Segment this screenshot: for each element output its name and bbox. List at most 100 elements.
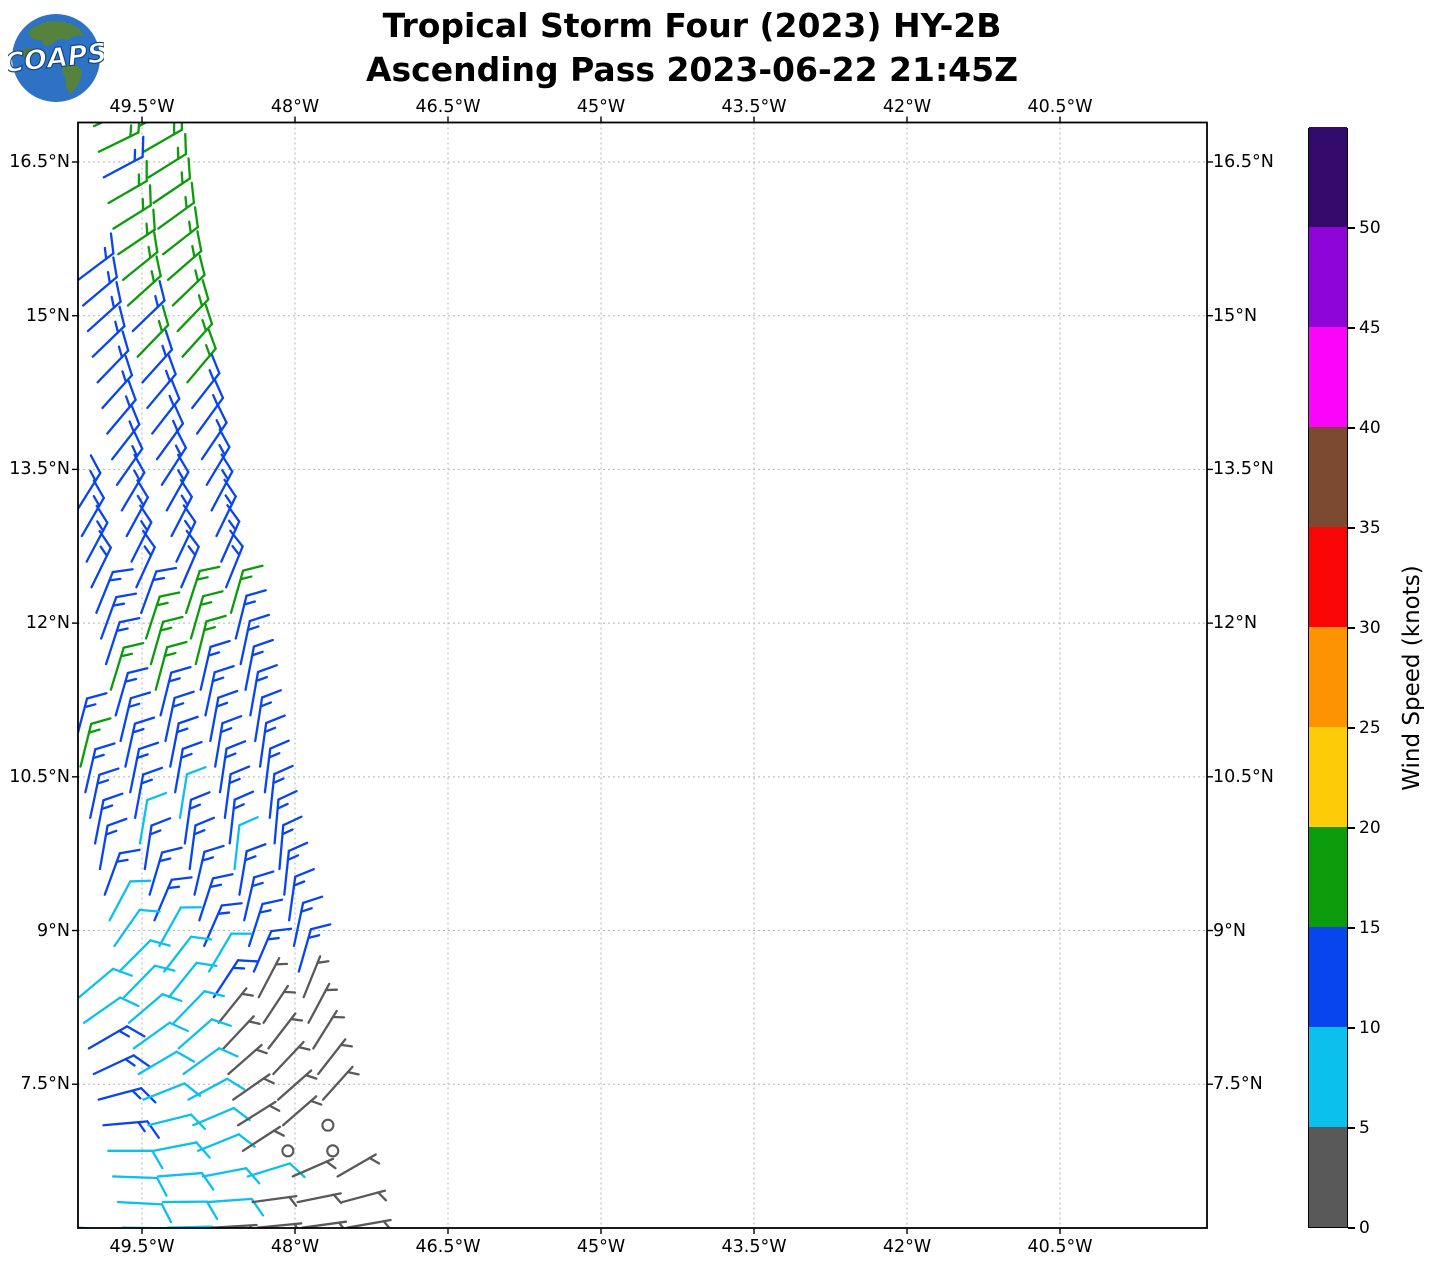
colorbar-tick — [1348, 227, 1355, 229]
wind-barb — [283, 841, 309, 896]
colorbar-tick — [1348, 827, 1355, 829]
wind-barb — [130, 504, 153, 563]
wind-barb — [92, 1054, 152, 1076]
wind-barb — [141, 329, 174, 384]
wind-barb — [143, 817, 172, 871]
colorbar-tick-label: 50 — [1359, 218, 1381, 238]
wind-barb — [116, 1200, 173, 1224]
wind-barb — [273, 789, 298, 845]
wind-barb — [87, 1025, 146, 1050]
colorbar-tick — [1348, 427, 1355, 429]
y-tick-label-right: 13.5°N — [1213, 459, 1274, 480]
wind-barb — [133, 766, 164, 819]
wind-barb — [317, 1038, 354, 1076]
wind-barb-field — [78, 122, 392, 1228]
wind-barb — [227, 1043, 268, 1076]
wind-barb — [180, 529, 200, 589]
y-tick-label-left: 16.5°N — [9, 152, 70, 172]
wind-barb — [163, 935, 213, 973]
wind-barb — [136, 304, 170, 358]
wind-barb — [148, 846, 183, 896]
wind-barb — [195, 378, 225, 435]
y-tick-label-left: 15°N — [25, 305, 70, 326]
wind-barb — [321, 1065, 360, 1101]
colorbar-tick-label: 15 — [1359, 918, 1381, 938]
wind-barb — [184, 565, 221, 615]
colorbar-tick-label: 35 — [1359, 518, 1381, 538]
wind-barb — [251, 1194, 298, 1207]
wind-barb — [89, 767, 120, 819]
wind-barb — [138, 791, 168, 845]
wind-barb — [119, 691, 152, 743]
wind-barb — [241, 1125, 285, 1152]
wind-barb — [93, 792, 124, 845]
colorbar-tick-label: 45 — [1359, 318, 1381, 338]
colorbar-segment-35-40 — [1309, 427, 1347, 527]
wind-barb — [193, 844, 225, 896]
wind-barb — [236, 1100, 281, 1127]
wind-barb — [181, 303, 214, 358]
wind-barb — [307, 982, 339, 1024]
wind-barb — [108, 879, 152, 922]
wind-barb — [103, 848, 141, 896]
colorbar-axis-label: Wind Speed (knots) — [1399, 565, 1425, 791]
wind-barb — [177, 1018, 232, 1050]
wind-barb — [302, 955, 330, 999]
wind-barb — [281, 1095, 323, 1127]
x-tick-label-bottom: 42°W — [882, 1237, 932, 1257]
colorbar-tick-label: 5 — [1359, 1118, 1370, 1138]
wind-barb — [217, 987, 254, 1024]
frame-ticks — [72, 116, 1213, 1234]
colorbar-segment-0-5 — [1309, 1127, 1347, 1227]
wind-barb — [176, 279, 210, 333]
wind-barb — [126, 255, 162, 307]
wind-barb — [210, 453, 234, 512]
wind-barb — [232, 1073, 275, 1101]
wind-barb — [98, 817, 128, 871]
wind-barb — [81, 256, 118, 307]
y-tick-label-right: 10.5°N — [1213, 766, 1274, 787]
wind-barb — [222, 1015, 261, 1050]
colorbar-tick — [1348, 727, 1355, 729]
colorbar-tick — [1348, 327, 1355, 329]
colorbar-tick-label: 10 — [1359, 1018, 1381, 1038]
colorbar-segment-15-20 — [1309, 827, 1347, 927]
colorbar-tick-label: 30 — [1359, 618, 1381, 638]
wind-barb — [162, 206, 199, 256]
wind-barb — [142, 122, 184, 153]
wind-barb — [147, 1113, 207, 1131]
wind-barb — [277, 1069, 318, 1101]
wind-barb — [243, 870, 275, 922]
wind-barb — [100, 592, 138, 640]
wind-barb — [254, 689, 282, 743]
wind-barb — [159, 665, 192, 717]
wind-barb — [101, 355, 134, 410]
y-tick-label-right: 16.5°N — [1213, 152, 1274, 172]
wind-barb — [194, 614, 227, 666]
wind-barb — [287, 868, 315, 922]
wind-barb — [246, 1162, 306, 1179]
wind-barb — [211, 1223, 258, 1228]
colorbar-segment-25-30 — [1309, 627, 1347, 727]
globe-land-south — [62, 64, 82, 94]
wind-barb — [91, 305, 126, 358]
globe-land-west — [22, 48, 38, 60]
wind-barb — [238, 843, 267, 896]
y-tick-label-left: 13.5°N — [9, 459, 70, 480]
wind-barb — [249, 664, 278, 717]
colorbar-tick — [1348, 627, 1355, 629]
wind-barb — [172, 990, 226, 1024]
wind-barb — [166, 1225, 214, 1228]
wind-barb — [341, 1189, 388, 1204]
globe-land-north — [28, 21, 84, 47]
wind-barb — [268, 764, 294, 819]
wind-barb — [104, 616, 141, 666]
wind-barb — [256, 1222, 303, 1228]
wind-barb — [192, 1106, 251, 1127]
wind-barb — [132, 1021, 189, 1050]
colorbar-segment-50+ — [1309, 127, 1347, 227]
colorbar-tick-label: 20 — [1359, 818, 1381, 838]
wind-barb — [125, 479, 149, 538]
wind-barb — [135, 529, 156, 589]
wind-barb — [173, 740, 203, 794]
